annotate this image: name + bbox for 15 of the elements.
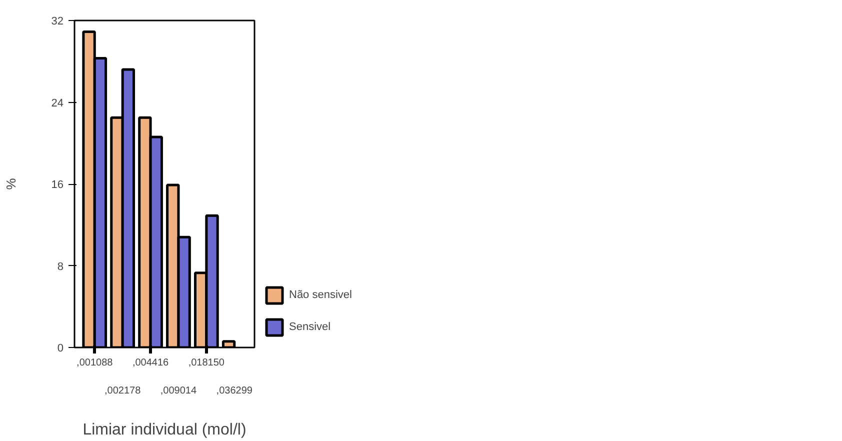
y-tick-label: 0 [57, 342, 64, 354]
y-tick-label: 8 [57, 260, 64, 273]
x-tick-label: ,018150 [188, 358, 225, 368]
y-tick-label: 32 [51, 16, 64, 28]
x-axis-title: Limiar individual (mol/l) [82, 422, 246, 438]
y-tick-label: 24 [51, 97, 64, 110]
x-tick-label: ,001088 [76, 358, 114, 368]
legend-label: Não sensivel [289, 289, 352, 301]
x-tick-label: ,004416 [132, 358, 170, 368]
legend-label: Sensivel [289, 321, 331, 333]
x-tick-label: ,009014 [160, 386, 197, 396]
y-tick-label: 16 [51, 179, 64, 191]
x-tick-label: ,002178 [104, 386, 142, 396]
y-axis-title: % [3, 178, 18, 190]
x-tick-label: ,036299 [216, 386, 253, 396]
